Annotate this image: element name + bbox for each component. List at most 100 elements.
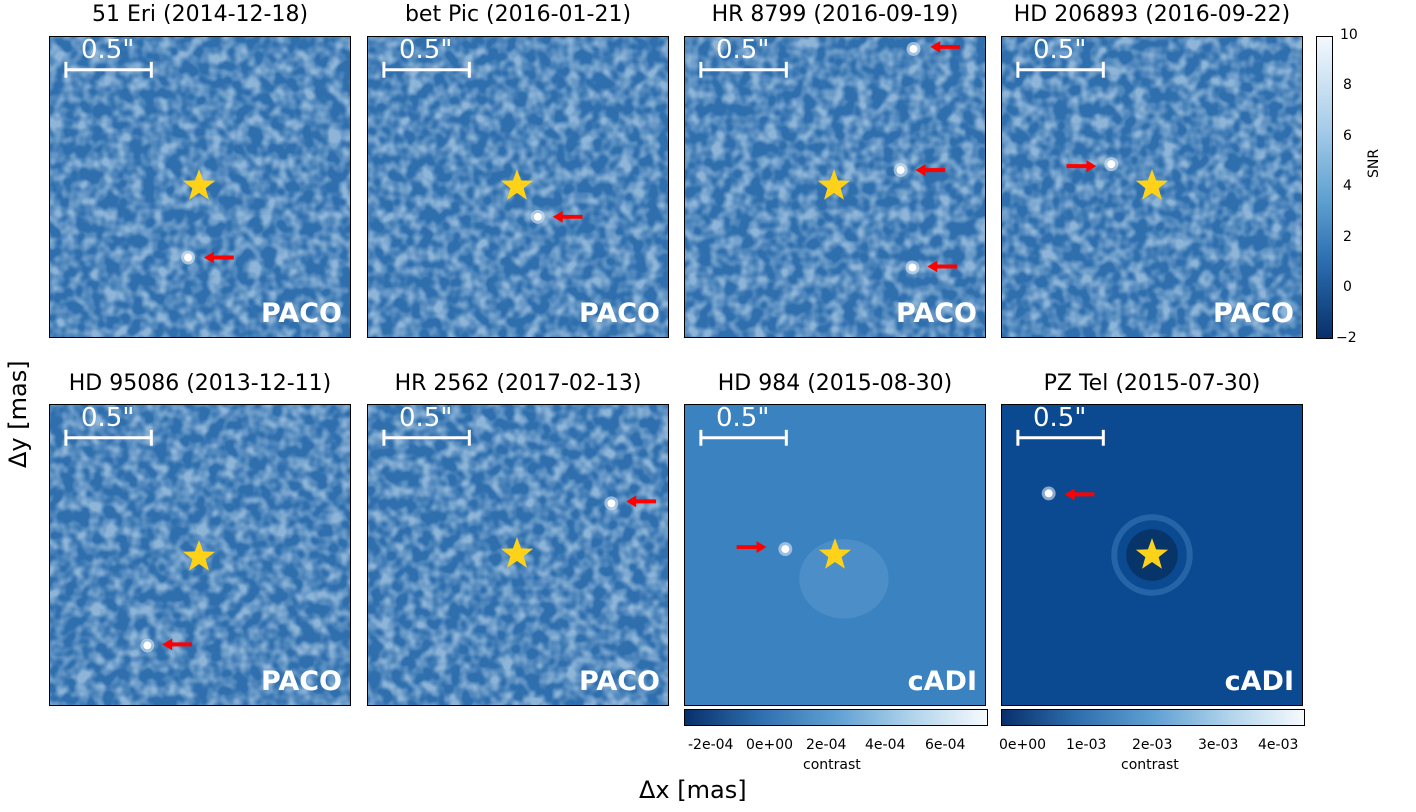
planet-point: [781, 545, 790, 554]
scale-bar-label: 0.5": [1033, 36, 1087, 65]
image-canvas: [368, 405, 668, 705]
panel-title: bet Pic (2016-01-21): [404, 2, 632, 27]
method-label: PACO: [261, 298, 342, 329]
star-marker: [1135, 169, 1169, 200]
snr-tick: −2: [1336, 330, 1357, 346]
scale-bar-label: 0.5": [399, 404, 453, 433]
planet-point: [184, 253, 193, 262]
image-panel-hd-984: 0.5" cADI: [684, 404, 986, 706]
scale-bar: [1016, 429, 1105, 446]
arrow-head: [930, 40, 941, 53]
snr-tick: 4: [1343, 178, 1352, 194]
panel-title: HR 8799 (2016-09-19): [711, 2, 959, 27]
scale-bar-label: 0.5": [399, 36, 453, 65]
hd984-colorbar: [684, 709, 988, 726]
star-marker: [818, 538, 852, 569]
residual-ring: [1111, 514, 1193, 596]
arrow-head: [927, 260, 938, 273]
pztel-tick: 0e+00: [999, 737, 1047, 753]
planet-point: [533, 212, 542, 221]
arrow-head: [1086, 160, 1097, 173]
panel-title: PZ Tel (2015-07-30): [1043, 371, 1261, 396]
pztel-tick: 1e-03: [1066, 737, 1107, 753]
scale-bar: [64, 429, 153, 446]
hd984-tick: 2e-04: [806, 737, 847, 753]
planet-point: [1044, 489, 1053, 498]
arrow-head: [756, 541, 767, 554]
star-marker: [182, 540, 216, 571]
scale-bar: [64, 61, 153, 78]
snr-tick: 0: [1343, 279, 1352, 295]
planet-point: [607, 499, 616, 508]
arrow-head: [162, 638, 173, 651]
image-panel-bet-pic: 0.5" PACO: [367, 36, 669, 338]
arrow-head: [203, 251, 214, 264]
image-panel-51-eri: 0.5" PACO: [49, 36, 351, 338]
image-panel-hr-8799: 0.5" PACO: [684, 36, 986, 338]
scale-bar: [699, 429, 788, 446]
image-canvas: [1002, 37, 1302, 337]
star-marker: [500, 169, 534, 200]
planet-point: [1107, 160, 1116, 169]
snr-tick: 2: [1343, 229, 1352, 245]
image-canvas: [50, 37, 350, 337]
arrow-head: [915, 164, 926, 177]
scale-bar-label: 0.5": [1033, 404, 1087, 433]
arrow-head: [626, 495, 637, 508]
image-canvas: [685, 405, 985, 705]
hd984-tick: 6e-04: [925, 737, 966, 753]
image-canvas: [1002, 405, 1302, 705]
scale-bar-label: 0.5": [716, 404, 770, 433]
image-canvas: [685, 37, 985, 337]
panel-title: HD 206893 (2016-09-22): [1013, 2, 1291, 27]
pztel-tick: 4e-03: [1258, 737, 1299, 753]
star-marker: [182, 169, 216, 200]
star-marker: [817, 169, 851, 200]
arrow-head: [552, 210, 563, 223]
scale-bar: [1016, 61, 1105, 78]
residual-halo: [799, 539, 889, 619]
snr-colorbar: [1316, 36, 1333, 339]
pztel-tick: 3e-03: [1198, 737, 1239, 753]
snr-tick: 10: [1340, 27, 1358, 43]
image-panel-hd-206893: 0.5" PACO: [1001, 36, 1303, 338]
snr-tick: 6: [1343, 128, 1352, 144]
method-label: PACO: [579, 298, 660, 329]
planet-point: [908, 263, 917, 272]
pztel-tick: 2e-03: [1132, 737, 1173, 753]
method-label: cADI: [1224, 666, 1294, 697]
method-label: PACO: [261, 666, 342, 697]
scale-bar-label: 0.5": [81, 36, 135, 65]
scale-bar-label: 0.5": [716, 36, 770, 65]
hd984-tick: 4e-04: [865, 737, 906, 753]
scale-bar-label: 0.5": [81, 404, 135, 433]
method-label: cADI: [907, 666, 977, 697]
scale-bar: [699, 61, 788, 78]
planet-point: [896, 166, 905, 175]
scale-bar: [382, 61, 471, 78]
image-canvas: [50, 405, 350, 705]
scale-bar: [382, 429, 471, 446]
hd984-tick: 0e+00: [746, 737, 794, 753]
arrow-head: [1064, 488, 1075, 501]
star-marker: [500, 537, 534, 568]
method-label: PACO: [1213, 298, 1294, 329]
pztel-colorbar: [1001, 709, 1305, 726]
panel-title: 51 Eri (2014-12-18): [91, 2, 309, 27]
planet-point: [909, 44, 918, 53]
image-panel-pz-tel: 0.5" cADI: [1001, 404, 1303, 706]
panel-title: HR 2562 (2017-02-13): [394, 371, 642, 396]
hd984-tick: -2e-04: [688, 737, 734, 753]
star-marker: [1135, 538, 1169, 569]
image-panel-hd-95086: 0.5" PACO: [49, 404, 351, 706]
method-label: PACO: [896, 298, 977, 329]
image-canvas: [368, 37, 668, 337]
image-panel-hr-2562: 0.5" PACO: [367, 404, 669, 706]
hd984-colorbar-label: contrast: [803, 757, 861, 773]
snr-tick: 8: [1343, 77, 1352, 93]
y-axis-label: Δy [mas]: [4, 360, 32, 468]
x-axis-label: Δx [mas]: [639, 776, 747, 804]
snr-colorbar-label: SNR: [1366, 148, 1382, 178]
panel-title: HD 984 (2015-08-30): [717, 371, 953, 396]
